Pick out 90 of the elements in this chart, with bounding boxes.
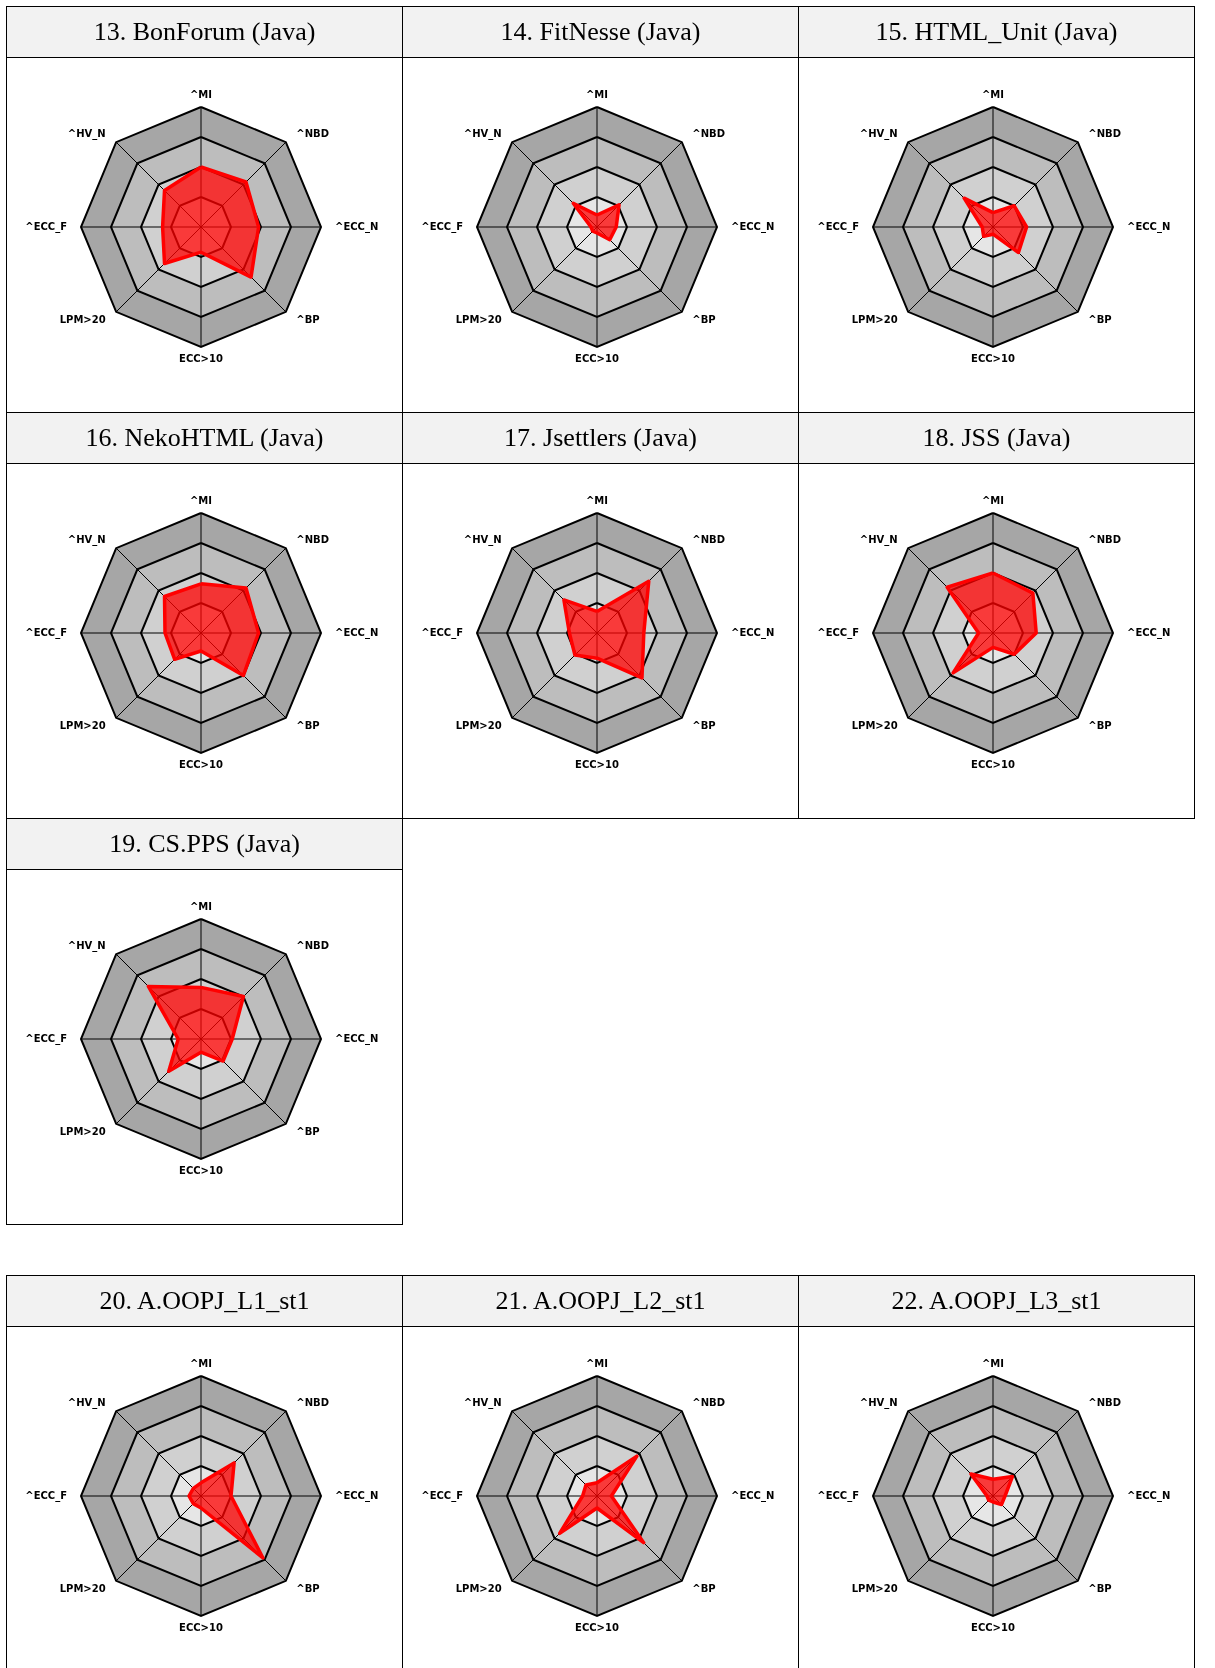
spoke-label: ^NBD	[692, 1396, 726, 1408]
spoke-label: ^MI	[189, 1358, 213, 1369]
chart-title: 15. HTML_Unit (Java)	[799, 7, 1194, 58]
spoke-label: ^MI	[189, 89, 213, 100]
chart-title: 21. A.OOPJ_L2_st1	[403, 1276, 798, 1327]
spoke-label: ^MI	[585, 495, 609, 506]
spoke-label: ^ECC_N	[1127, 627, 1171, 639]
spoke-label: ^NBD	[296, 533, 330, 545]
spoke-label: LPM>20	[851, 1583, 898, 1595]
spoke-label: ^BP	[692, 720, 716, 732]
spoke-label: ECC>10	[179, 1165, 223, 1176]
spoke-label: ECC>10	[575, 759, 619, 770]
chart-title: 17. Jsettlers (Java)	[403, 413, 798, 464]
chart-title: 22. A.OOPJ_L3_st1	[799, 1276, 1194, 1327]
chart-title: 14. FitNesse (Java)	[403, 7, 798, 58]
spoke-label: ^NBD	[1088, 127, 1122, 139]
chart-title: 13. BonForum (Java)	[7, 7, 402, 58]
spoke-label: ^HV_N	[463, 533, 502, 546]
spoke-label: ^ECC_F	[25, 1490, 67, 1502]
spoke-label: ^ECC_N	[731, 627, 775, 639]
spoke-label: ECC>10	[971, 759, 1015, 770]
spoke-label: ^BP	[296, 314, 320, 326]
spoke-label: ^BP	[296, 1583, 320, 1595]
spoke-label: ^HV_N	[67, 1396, 106, 1409]
spoke-label: LPM>20	[851, 720, 898, 732]
spoke-label: ECC>10	[971, 1622, 1015, 1633]
spoke-label: ECC>10	[179, 353, 223, 364]
spoke-label: ^HV_N	[67, 939, 106, 952]
spoke-label: ^ECC_N	[1127, 1490, 1171, 1502]
spoke-label: ^ECC_N	[1127, 221, 1171, 233]
spoke-label: ^ECC_F	[421, 221, 463, 233]
spoke-label: LPM>20	[59, 314, 106, 326]
spoke-label: ECC>10	[575, 1622, 619, 1633]
spoke-label: ^BP	[296, 1126, 320, 1138]
spoke-label: ^NBD	[296, 1396, 330, 1408]
spoke-label: LPM>20	[59, 1583, 106, 1595]
chart-title: 16. NekoHTML (Java)	[7, 413, 402, 464]
spoke-label: ^BP	[1088, 720, 1112, 732]
spoke-label: ^MI	[981, 89, 1005, 100]
spoke-label: ^HV_N	[67, 127, 106, 140]
spoke-label: ^ECC_F	[25, 221, 67, 233]
spoke-label: ^BP	[1088, 1583, 1112, 1595]
spoke-label: ^NBD	[692, 127, 726, 139]
spoke-label: ^MI	[189, 901, 213, 912]
spoke-label: ^BP	[692, 314, 716, 326]
spoke-label: ^BP	[692, 1583, 716, 1595]
spoke-label: ^ECC_F	[25, 1033, 67, 1045]
spoke-label: ^ECC_F	[817, 1490, 859, 1502]
spoke-label: ^ECC_F	[421, 627, 463, 639]
spoke-label: ^ECC_F	[817, 221, 859, 233]
spoke-label: ^ECC_N	[335, 1490, 379, 1502]
spoke-label: ECC>10	[971, 353, 1015, 364]
spoke-label: LPM>20	[59, 1126, 106, 1138]
spoke-label: ^HV_N	[463, 127, 502, 140]
chart-title: 18. JSS (Java)	[799, 413, 1194, 464]
spoke-label: ^NBD	[296, 127, 330, 139]
chart-title: 20. A.OOPJ_L1_st1	[7, 1276, 402, 1327]
spoke-label: LPM>20	[455, 314, 502, 326]
spoke-label: LPM>20	[455, 720, 502, 732]
chart-title: 19. CS.PPS (Java)	[7, 819, 402, 870]
spoke-label: ^BP	[296, 720, 320, 732]
spoke-label: ^ECC_F	[817, 627, 859, 639]
spoke-label: ^ECC_N	[335, 221, 379, 233]
spoke-label: ECC>10	[575, 353, 619, 364]
spoke-label: ECC>10	[179, 1622, 223, 1633]
spoke-label: ^HV_N	[859, 533, 898, 546]
spoke-label: ^ECC_N	[731, 221, 775, 233]
spoke-label: ^ECC_N	[335, 1033, 379, 1045]
spoke-label: LPM>20	[455, 1583, 502, 1595]
spoke-label: ^ECC_F	[421, 1490, 463, 1502]
spoke-label: ^ECC_N	[731, 1490, 775, 1502]
spoke-label: ^NBD	[1088, 1396, 1122, 1408]
spoke-label: ^HV_N	[463, 1396, 502, 1409]
spoke-label: ECC>10	[179, 759, 223, 770]
spoke-label: ^NBD	[296, 939, 330, 951]
spoke-label: ^HV_N	[859, 1396, 898, 1409]
spoke-label: ^MI	[585, 1358, 609, 1369]
spoke-label: ^NBD	[1088, 533, 1122, 545]
spoke-label: ^MI	[981, 495, 1005, 506]
spoke-label: ^ECC_N	[335, 627, 379, 639]
spoke-label: ^HV_N	[859, 127, 898, 140]
spoke-label: ^MI	[981, 1358, 1005, 1369]
spoke-label: ^ECC_F	[25, 627, 67, 639]
spoke-label: ^NBD	[692, 533, 726, 545]
spoke-label: ^BP	[1088, 314, 1112, 326]
spoke-label: ^MI	[189, 495, 213, 506]
spoke-label: ^HV_N	[67, 533, 106, 546]
spoke-label: LPM>20	[851, 314, 898, 326]
spoke-label: LPM>20	[59, 720, 106, 732]
spoke-label: ^MI	[585, 89, 609, 100]
